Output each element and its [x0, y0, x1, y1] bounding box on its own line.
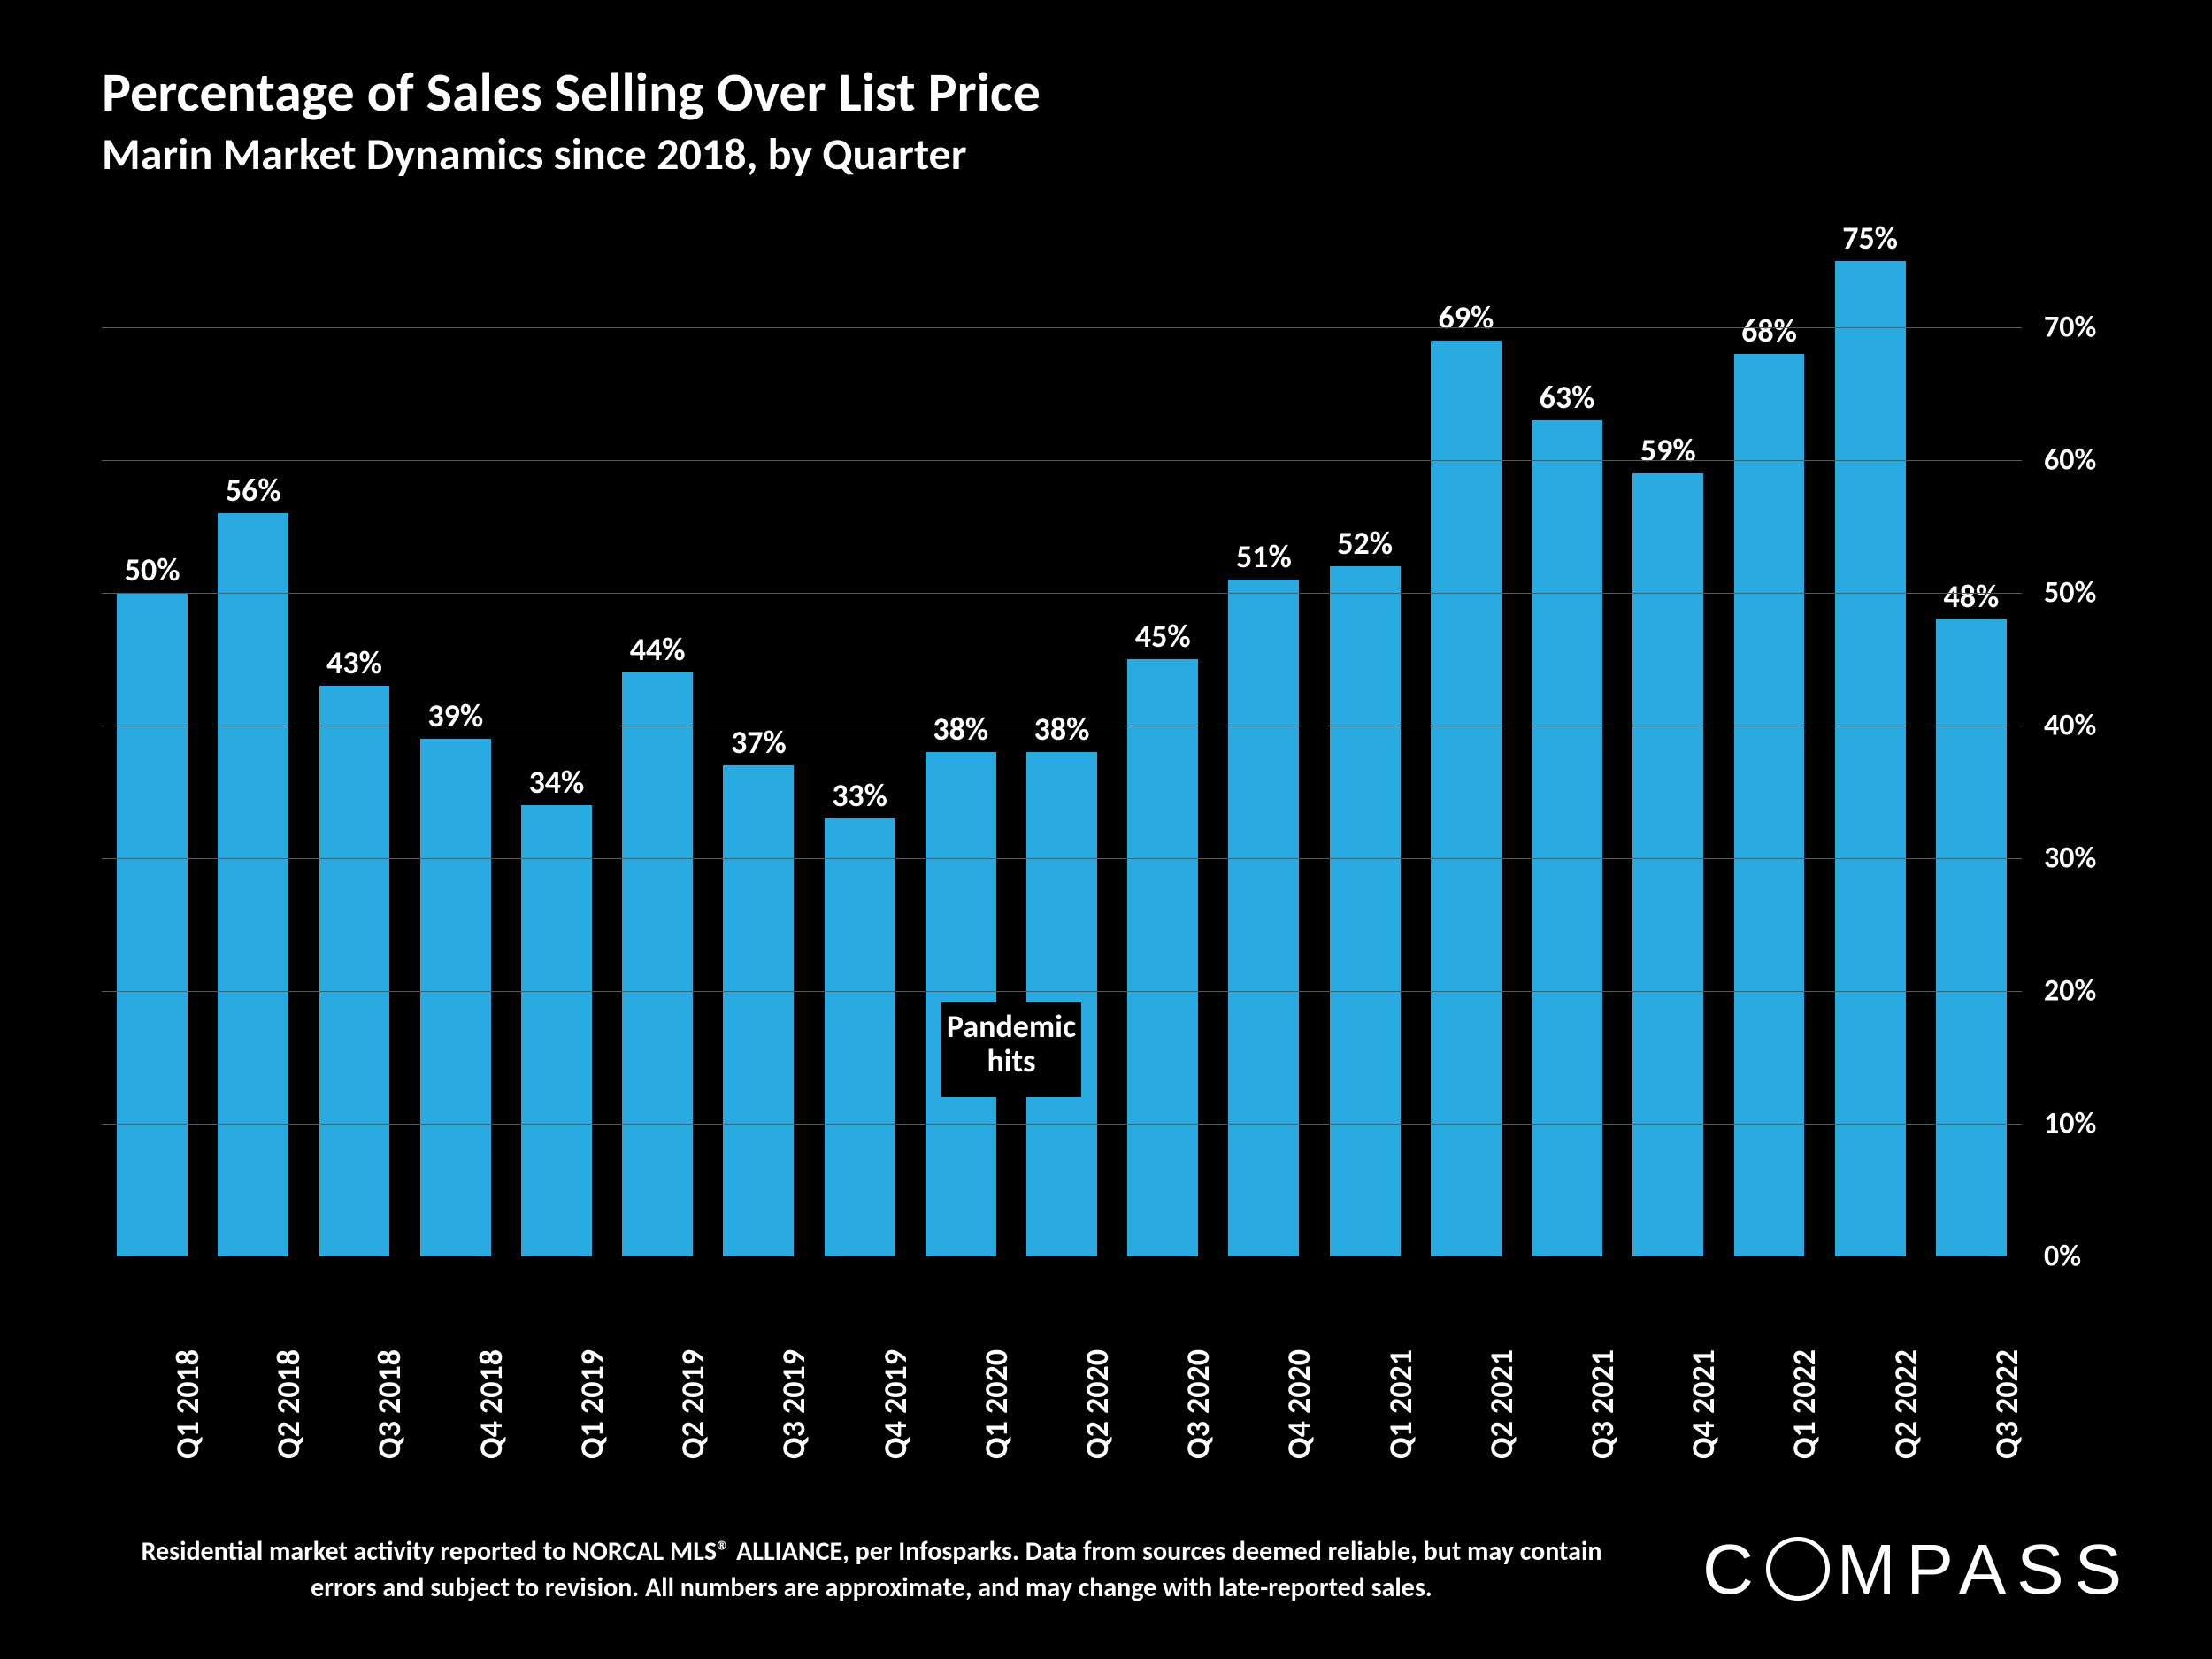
bar-value-label: 48%	[1936, 577, 2007, 616]
chart-area: 50% 56% 43% 39% 34% 44% 37% 33% 38% 38% 45% 51% 52% 6…	[102, 248, 2119, 1336]
bar-value-label: 69%	[1431, 298, 1502, 337]
logo-text-prefix: C	[1702, 1529, 1764, 1610]
bar-value-label: 63%	[1532, 378, 1602, 417]
bar-value-label: 51%	[1228, 537, 1299, 576]
x-tick-label: Q3 2022	[1987, 1349, 2026, 1459]
gridline	[102, 593, 2022, 594]
y-tick-label: 40%	[2044, 708, 2096, 744]
x-tick-label: Q1 2021	[1381, 1349, 1420, 1459]
bar: 48%	[1936, 619, 2007, 1256]
gridline	[102, 858, 2022, 859]
annotation-pandemic: Pandemichits	[941, 1002, 1081, 1097]
bar: 68%	[1734, 354, 1805, 1256]
logo-text-suffix: MPASS	[1837, 1529, 2132, 1610]
bar-value-label: 33%	[825, 776, 895, 815]
y-tick-label: 0%	[2044, 1239, 2081, 1275]
bar-value-label: 56%	[218, 471, 288, 510]
y-tick-label: 10%	[2044, 1106, 2096, 1142]
footnote: Residential market activity reported to …	[128, 1534, 1615, 1606]
x-tick-label: Q4 2020	[1279, 1349, 1318, 1459]
bar: 56%	[218, 513, 288, 1256]
bar: 44%	[622, 672, 693, 1256]
bar-value-label: 68%	[1734, 311, 1805, 350]
gridline	[102, 1124, 2022, 1125]
bar: 75%	[1835, 261, 1906, 1256]
bar-value-label: 39%	[420, 696, 491, 735]
x-tick-label: Q1 2019	[572, 1349, 611, 1459]
y-tick-label: 50%	[2044, 575, 2096, 611]
bar: 69%	[1431, 341, 1502, 1256]
bar: 43%	[319, 686, 390, 1256]
x-tick-label: Q3 2019	[774, 1349, 813, 1459]
x-tick-label: Q3 2020	[1179, 1349, 1217, 1459]
bar: 50%	[117, 593, 188, 1256]
bar-value-label: 38%	[1026, 710, 1097, 749]
bar: 63%	[1532, 420, 1602, 1256]
bar-value-label: 43%	[319, 643, 390, 682]
x-tick-label: Q2 2020	[1078, 1349, 1117, 1459]
x-tick-label: Q1 2018	[168, 1349, 207, 1459]
y-tick-label: 30%	[2044, 841, 2096, 877]
gridline	[102, 991, 2022, 992]
bars-container: 50% 56% 43% 39% 34% 44% 37% 33% 38% 38% 45% 51% 52% 6…	[102, 248, 2022, 1256]
slide: Percentage of Sales Selling Over List Pr…	[0, 0, 2212, 1659]
bar: 45%	[1127, 659, 1198, 1256]
chart-title: Percentage of Sales Selling Over List Pr…	[102, 62, 1041, 122]
bar: 37%	[723, 765, 794, 1256]
x-tick-label: Q4 2019	[876, 1349, 915, 1459]
bar: 52%	[1330, 566, 1401, 1256]
y-tick-label: 60%	[2044, 442, 2096, 479]
x-tick-label: Q2 2018	[269, 1349, 308, 1459]
bar: 39%	[420, 739, 491, 1256]
bar: 34%	[521, 805, 592, 1256]
x-tick-label: Q4 2021	[1684, 1349, 1723, 1459]
chart-subtitle: Marin Market Dynamics since 2018, by Qua…	[102, 127, 1041, 181]
bar-value-label: 44%	[622, 630, 693, 669]
x-tick-label: Q1 2020	[977, 1349, 1016, 1459]
bar-value-label: 50%	[117, 550, 188, 589]
x-tick-label: Q1 2022	[1785, 1349, 1824, 1459]
x-tick-label: Q3 2021	[1583, 1349, 1622, 1459]
compass-logo: C MPASS	[1702, 1529, 2132, 1610]
bar-value-label: 34%	[521, 763, 592, 802]
x-tick-label: Q3 2018	[371, 1349, 410, 1459]
plot-area: 50% 56% 43% 39% 34% 44% 37% 33% 38% 38% 45% 51% 52% 6…	[102, 248, 2022, 1256]
x-tick-label: Q2 2021	[1482, 1349, 1521, 1459]
y-tick-label: 20%	[2044, 973, 2096, 1010]
logo-o-icon	[1766, 1537, 1830, 1601]
y-tick-label: 70%	[2044, 310, 2096, 346]
x-tick-label: Q4 2018	[472, 1349, 511, 1459]
x-tick-label: Q2 2022	[1886, 1349, 1925, 1459]
gridline	[102, 327, 2022, 328]
x-tick-label: Q2 2019	[673, 1349, 712, 1459]
bar-value-label: 45%	[1127, 617, 1198, 656]
bar: 33%	[825, 818, 895, 1256]
bar-value-label: 38%	[926, 710, 996, 749]
bar: 51%	[1228, 580, 1299, 1256]
bar: 59%	[1632, 473, 1703, 1256]
bar-value-label: 75%	[1835, 219, 1906, 257]
bar-value-label: 37%	[723, 723, 794, 762]
gridline	[102, 460, 2022, 461]
bar-value-label: 59%	[1632, 431, 1703, 470]
x-axis-labels: Q1 2018 Q2 2018 Q3 2018 Q4 2018 Q1 2019 Q2 20…	[102, 1336, 2022, 1535]
title-block: Percentage of Sales Selling Over List Pr…	[102, 62, 1041, 181]
bar-value-label: 52%	[1330, 524, 1401, 563]
